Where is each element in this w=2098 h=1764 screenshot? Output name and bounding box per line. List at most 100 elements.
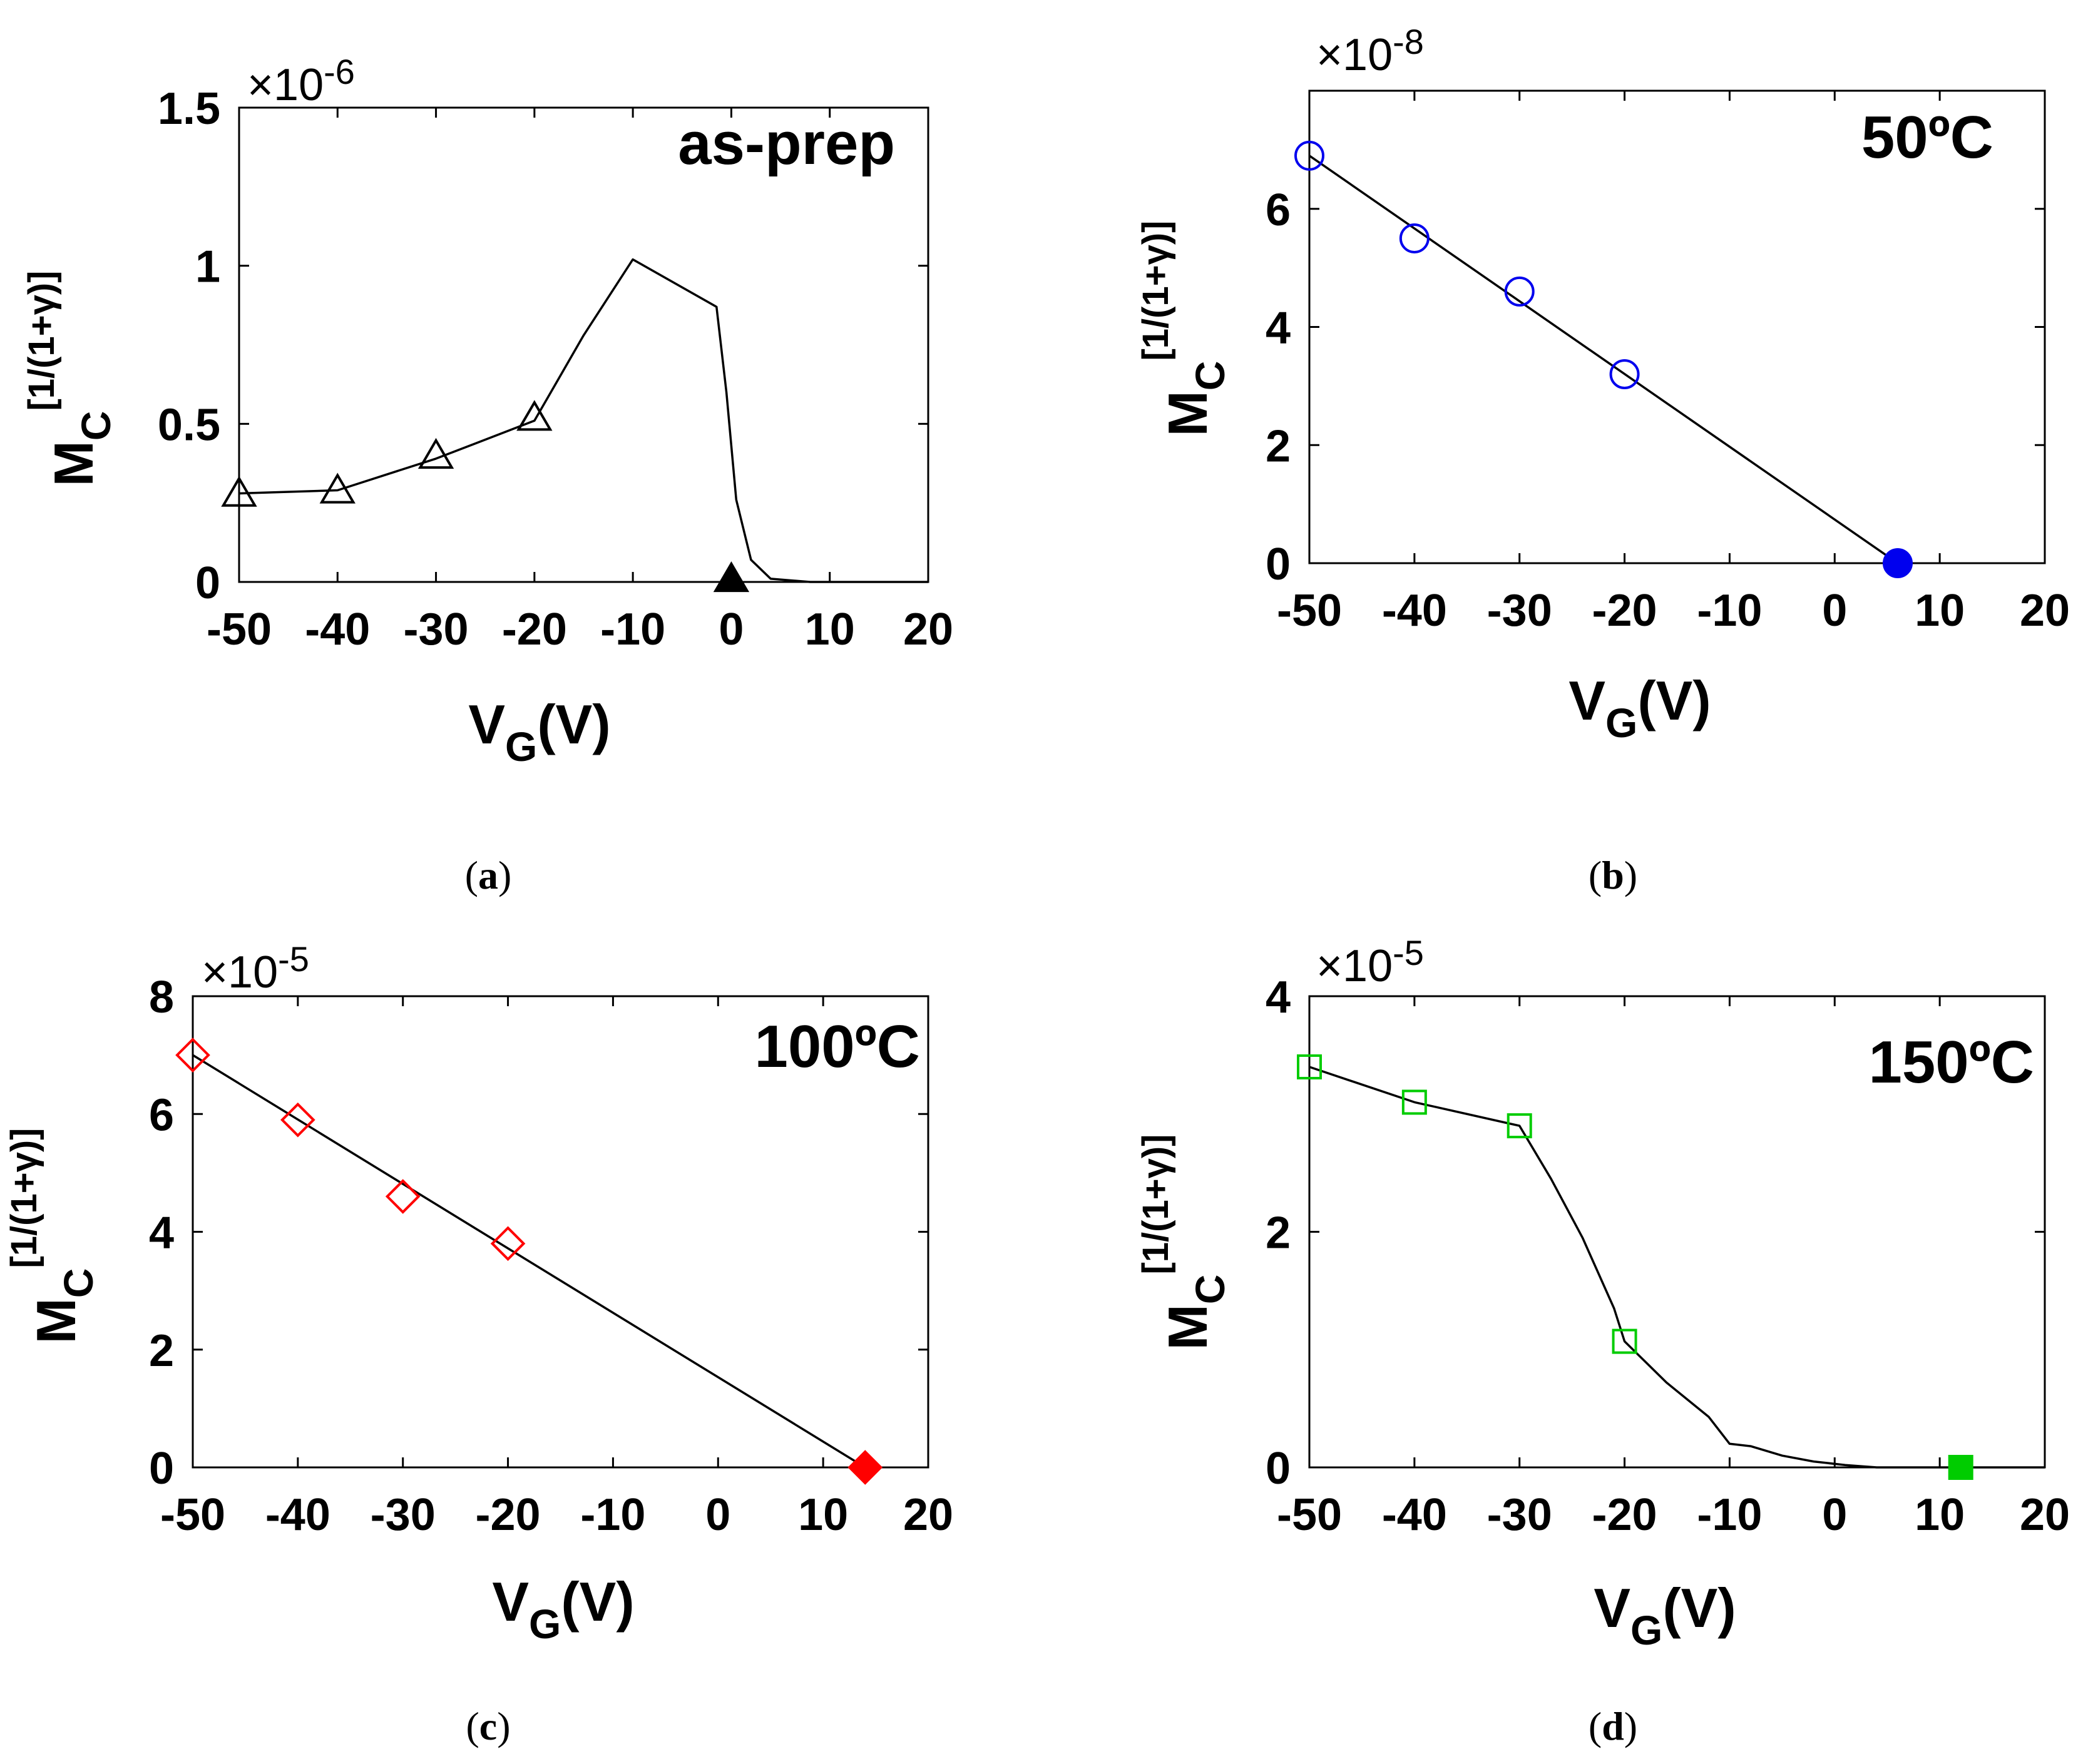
y-tick-label: 6 <box>149 1090 174 1140</box>
panel-a-axes-frame <box>238 106 929 583</box>
panel-d-measured-point <box>1507 1113 1532 1139</box>
x-tick-label: -10 <box>600 604 665 655</box>
x-tick-label: 0 <box>719 604 744 655</box>
panel-a-measured-point <box>417 437 454 469</box>
panel-d-measured-point <box>1297 1054 1322 1079</box>
panel-a-measured-point <box>319 472 356 504</box>
panel-a-plot: -50 -40 -30 -20 -10 0 10 20 0 0.5 1 1.5 <box>158 84 953 655</box>
panel-b-threshold-point <box>1883 548 1913 578</box>
y-tick-label: 0 <box>149 1444 174 1494</box>
x-tick-label: -50 <box>1277 586 1342 636</box>
panel-b-caption: (b) <box>1589 853 1637 897</box>
x-tick-label: 20 <box>2020 1490 2070 1540</box>
x-tick-label: -50 <box>1277 1490 1342 1540</box>
panel-a-title: as-prep <box>678 110 895 177</box>
panel-d-multiplier: ×10-5 <box>1316 933 1424 991</box>
x-tick-label: -20 <box>1592 1490 1657 1540</box>
panel-c-ylabel: MC[1/(1+γ)] <box>4 1128 101 1344</box>
panel-a-multiplier: ×10-6 <box>247 52 355 110</box>
x-tick-label: -10 <box>580 1490 645 1540</box>
panel-c-measured-point <box>385 1179 421 1214</box>
x-tick-label: -10 <box>1697 1490 1762 1540</box>
y-tick-label: 2 <box>1266 1208 1291 1258</box>
x-tick-label: -40 <box>1382 586 1447 636</box>
panel-c-caption: (c) <box>466 1704 510 1748</box>
x-tick-label: -40 <box>265 1490 330 1540</box>
x-tick-label: 20 <box>903 1490 953 1540</box>
y-tick-label: 0 <box>1266 1444 1291 1494</box>
panel-c-fit-line <box>192 1054 866 1469</box>
panel-b: -50 -40 -30 -20 -10 0 10 20 0 2 4 6 50ºC ×10-8 VG(V… <box>1135 22 2070 897</box>
panel-b-ylabel: MC[1/(1+γ)] <box>1135 221 1233 437</box>
panel-a-xlabel: VG(V) <box>468 693 610 770</box>
y-tick-label: 0 <box>195 558 220 608</box>
panel-c-measured-point <box>490 1226 526 1262</box>
x-tick-label: 10 <box>798 1490 848 1540</box>
x-tick-label: -20 <box>1592 586 1657 636</box>
panel-c-multiplier: ×10-5 <box>202 939 309 997</box>
panel-d-ylabel: MC[1/(1+γ)] <box>1135 1134 1233 1350</box>
panel-d-xlabel: VG(V) <box>1594 1577 1736 1653</box>
panel-b-title: 50ºC <box>1861 104 1993 171</box>
x-tick-label: 0 <box>705 1490 730 1540</box>
panel-d-measured-point <box>1612 1328 1637 1354</box>
x-tick-label: -50 <box>207 604 272 655</box>
panel-d-fit-line <box>1309 1066 2045 1469</box>
panel-b-measured-point <box>1504 276 1535 307</box>
x-tick-label: 0 <box>1822 586 1847 636</box>
x-tick-label: -30 <box>1487 1490 1552 1540</box>
x-tick-label: -30 <box>1487 586 1552 636</box>
panel-c-threshold-point <box>847 1450 883 1485</box>
y-tick-label: 8 <box>149 972 174 1022</box>
panel-c-xlabel: VG(V) <box>492 1571 634 1647</box>
x-tick-label: 20 <box>903 604 953 655</box>
panel-b-multiplier: ×10-8 <box>1316 22 1424 80</box>
panel-b-plot: -50 -40 -30 -20 -10 0 10 20 0 2 4 6 <box>1266 89 2070 636</box>
panel-d-measured-point <box>1401 1089 1427 1115</box>
panel-b-measured-point <box>1294 140 1324 171</box>
panel-c: -50 -40 -30 -20 -10 0 10 20 0 2 4 6 8 100ºC ×10-5 VG… <box>4 939 953 1748</box>
y-tick-label: 4 <box>149 1208 174 1258</box>
x-tick-label: -50 <box>160 1490 225 1540</box>
panel-a: -50 -40 -30 -20 -10 0 10 20 0 0.5 1 1.5 as-prep ×10… <box>21 52 953 897</box>
x-tick-label: -30 <box>371 1490 436 1540</box>
y-tick-label: 1 <box>195 242 220 292</box>
panel-a-measured-point <box>516 400 553 431</box>
panel-a-fit-line <box>238 258 928 583</box>
y-tick-label: 4 <box>1266 972 1291 1022</box>
y-tick-label: 0 <box>1266 539 1291 589</box>
panel-b-xlabel: VG(V) <box>1568 670 1711 746</box>
x-tick-label: 10 <box>1915 586 1965 636</box>
x-tick-label: -10 <box>1697 586 1762 636</box>
panel-b-measured-point <box>1609 359 1640 389</box>
panel-b-measured-point <box>1399 223 1430 253</box>
y-tick-label: 1.5 <box>158 84 220 134</box>
panel-c-measured-point <box>175 1037 210 1073</box>
panel-c-title: 100ºC <box>754 1013 920 1080</box>
x-tick-label: -40 <box>1382 1490 1447 1540</box>
x-tick-label: -40 <box>305 604 370 655</box>
panel-a-threshold-point <box>713 561 750 593</box>
panel-d-title: 150ºC <box>1868 1029 2034 1096</box>
y-tick-label: 4 <box>1266 303 1291 354</box>
x-tick-label: -20 <box>476 1490 541 1540</box>
x-tick-label: 0 <box>1822 1490 1847 1540</box>
panel-a-ylabel: MC[1/(1+γ)] <box>21 271 119 487</box>
y-tick-label: 2 <box>1266 421 1291 471</box>
panel-a-measured-point <box>221 476 257 507</box>
panel-c-measured-point <box>280 1102 315 1138</box>
y-tick-label: 6 <box>1266 185 1291 235</box>
x-tick-label: -30 <box>404 604 469 655</box>
panel-c-plot: -50 -40 -30 -20 -10 0 10 20 0 2 4 6 8 <box>149 972 953 1540</box>
panel-d-threshold-point <box>1948 1455 1973 1480</box>
x-tick-label: 20 <box>2020 586 2070 636</box>
panel-d-plot: -50 -40 -30 -20 -10 0 10 20 0 2 4 <box>1266 972 2070 1540</box>
x-tick-label: 10 <box>1915 1490 1965 1540</box>
panel-b-fit-line <box>1309 155 1898 564</box>
x-tick-label: -20 <box>502 604 567 655</box>
panel-a-caption: (a) <box>465 853 512 897</box>
panel-d: -50 -40 -30 -20 -10 0 10 20 0 2 4 150ºC ×10-5 VG(V… <box>1135 933 2070 1748</box>
x-tick-label: 10 <box>805 604 855 655</box>
y-tick-label: 0.5 <box>158 400 220 450</box>
